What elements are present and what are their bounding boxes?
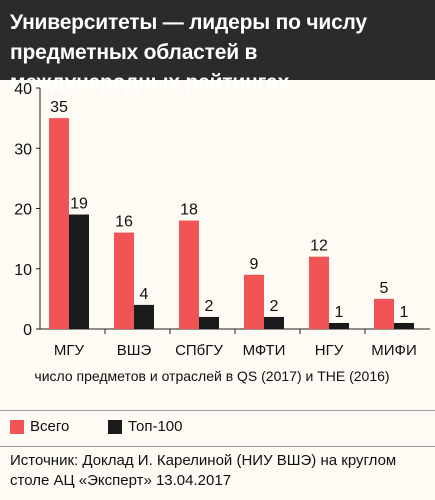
- data-label: 1: [335, 304, 344, 321]
- legend: Всего Топ-100: [10, 418, 430, 440]
- bar-total: [114, 232, 134, 329]
- bar-total: [49, 118, 69, 329]
- legend-label-total: Всего: [30, 418, 70, 435]
- chart-title: Университеты — лидеры по числу предметны…: [10, 11, 367, 94]
- legend-item-top100: Топ-100: [108, 418, 182, 435]
- y-tick-label: 0: [23, 322, 32, 339]
- x-tick-label: МГУ: [54, 342, 85, 359]
- data-label: 16: [115, 214, 133, 231]
- x-tick-label: МИФИ: [371, 342, 416, 359]
- data-label: 19: [70, 196, 88, 213]
- data-label: 12: [310, 238, 328, 255]
- title-band: [0, 0, 435, 80]
- bar-total: [244, 274, 264, 329]
- bar-top100: [394, 322, 414, 329]
- bar-total: [374, 298, 394, 329]
- x-tick-label: МФТИ: [243, 342, 286, 359]
- bar-top100: [264, 316, 284, 329]
- x-tick-label: ВШЭ: [117, 342, 152, 359]
- bar-total: [179, 220, 199, 329]
- x-tick-label: СПбГУ: [175, 342, 223, 359]
- bar-top100: [134, 304, 154, 329]
- x-axis-label: число предметов и отраслей в QS (2017) и…: [34, 368, 389, 384]
- data-label: 1: [400, 304, 409, 321]
- legend-swatch-total: [10, 419, 24, 434]
- data-label: 2: [205, 298, 214, 315]
- bar-top100: [69, 214, 89, 329]
- y-tick-label: 30: [14, 141, 32, 158]
- data-label: 9: [250, 256, 259, 273]
- data-label: 5: [380, 280, 389, 297]
- data-label: 35: [50, 99, 68, 116]
- source-note: Источник: Доклад И. Карелиной (НИУ ВШЭ) …: [10, 452, 397, 489]
- data-label: 2: [270, 298, 279, 315]
- bar-chart: 0 10 20 30 40 35 19 МГУ 16 4 ВШЭ 18 2 СПбГУ 9 2 МФТИ 12 1 Н…: [14, 81, 430, 384]
- legend-swatch-top100: [108, 419, 122, 434]
- legend-item-total: Всего: [10, 418, 69, 435]
- data-label: 4: [140, 286, 149, 303]
- data-label: 18: [180, 202, 198, 219]
- legend-label-top100: Топ-100: [128, 418, 183, 435]
- y-tick-label: 40: [14, 81, 32, 98]
- y-tick-label: 10: [14, 262, 32, 279]
- bar-top100: [199, 316, 219, 329]
- y-tick-label: 20: [14, 202, 32, 219]
- bar-top100: [329, 322, 349, 329]
- bar-total: [309, 256, 329, 329]
- x-tick-label: НГУ: [315, 342, 344, 359]
- source-divider: [0, 446, 435, 447]
- legend-divider: [0, 410, 435, 411]
